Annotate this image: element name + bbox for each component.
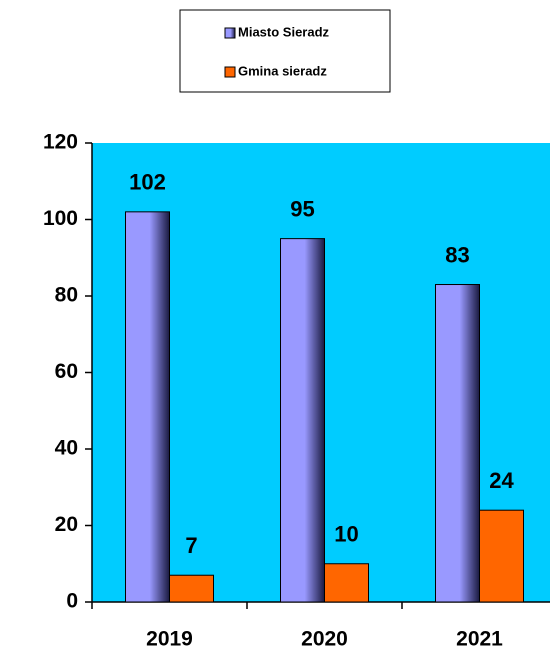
legend-label: Gmina sieradz — [238, 63, 327, 78]
legend-box — [179, 9, 391, 93]
y-tick-label: 100 — [43, 207, 78, 230]
y-tick-label: 80 — [55, 284, 78, 307]
legend-label: Miasto Sieradz — [238, 24, 330, 39]
bar — [169, 574, 214, 603]
legend-swatch — [224, 66, 236, 78]
bar — [324, 563, 369, 603]
x-tick-label: 2021 — [456, 628, 503, 651]
bar — [435, 284, 480, 603]
x-tick-label: 2019 — [146, 628, 193, 651]
legend-swatch — [224, 27, 236, 39]
bar — [479, 509, 524, 603]
data-label: 102 — [129, 170, 166, 195]
y-tick-label: 20 — [55, 513, 78, 536]
data-label: 24 — [489, 468, 514, 493]
y-tick-label: 40 — [55, 437, 78, 460]
x-tick-label: 2020 — [301, 628, 348, 651]
data-label: 95 — [290, 196, 314, 221]
plot: 102 7 95 10 83 24 — [91, 143, 550, 609]
bar — [280, 238, 325, 603]
y-tick-label: 60 — [55, 360, 78, 383]
data-label: 10 — [334, 522, 358, 547]
y-tick-label: 120 — [43, 131, 78, 154]
data-label: 83 — [445, 242, 469, 267]
bar — [125, 211, 170, 603]
y-tick-label: 0 — [66, 590, 78, 613]
data-label: 7 — [185, 533, 197, 558]
